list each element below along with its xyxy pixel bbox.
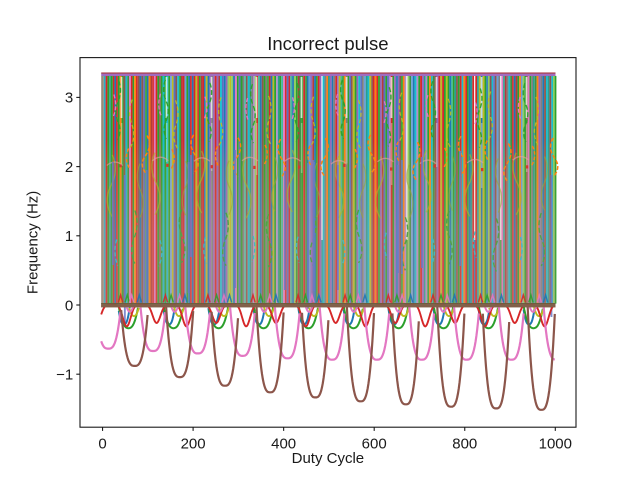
- svg-text:600: 600: [362, 436, 387, 453]
- svg-text:0: 0: [98, 436, 106, 453]
- svg-text:800: 800: [452, 436, 477, 453]
- svg-text:2: 2: [65, 159, 73, 176]
- svg-text:Frequency (Hz): Frequency (Hz): [25, 191, 42, 294]
- svg-text:Duty Cycle: Duty Cycle: [292, 450, 365, 467]
- svg-text:3: 3: [65, 90, 73, 107]
- svg-text:200: 200: [181, 436, 206, 453]
- svg-text:400: 400: [271, 436, 296, 453]
- svg-text:Incorrect pulse: Incorrect pulse: [267, 33, 388, 54]
- svg-text:−1: −1: [56, 367, 73, 384]
- svg-text:1: 1: [65, 228, 73, 245]
- svg-text:1000: 1000: [539, 436, 572, 453]
- svg-text:0: 0: [65, 297, 73, 314]
